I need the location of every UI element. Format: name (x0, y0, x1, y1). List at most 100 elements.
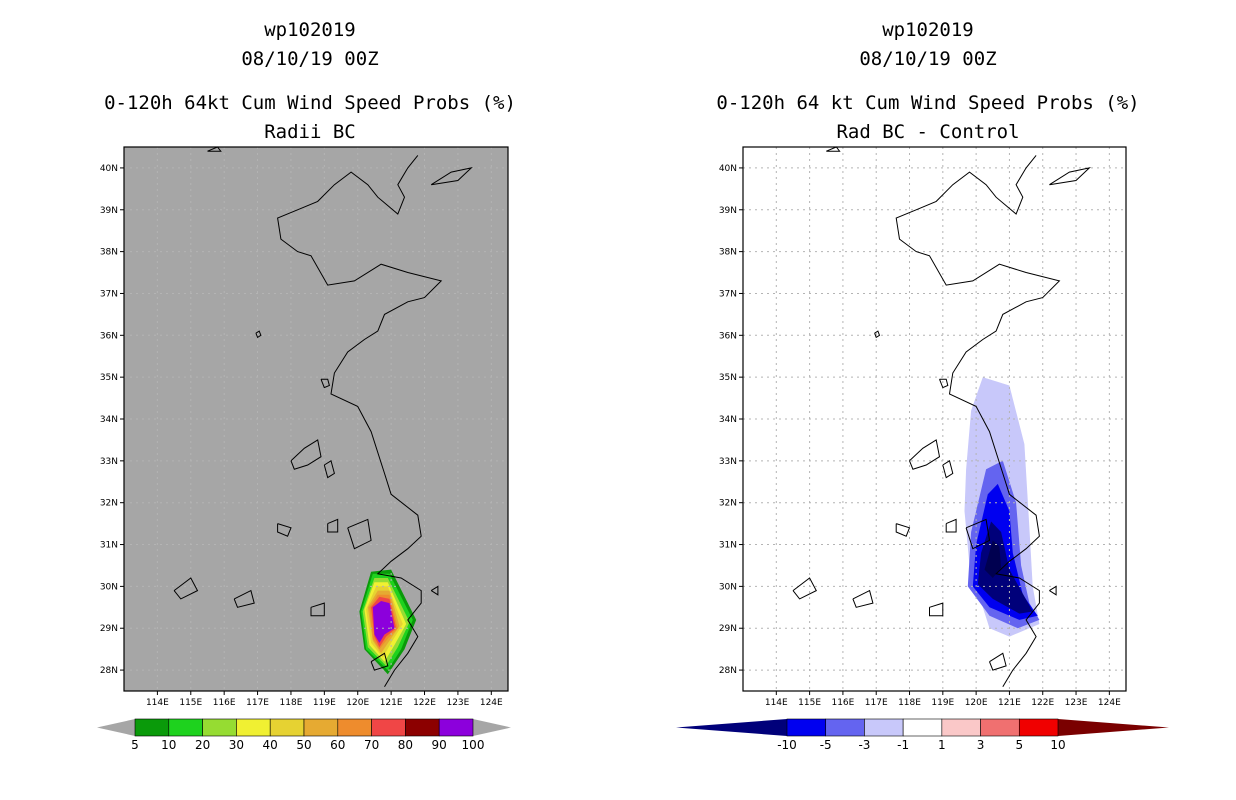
right-x-tick-label: 114E (765, 698, 788, 708)
left-island-outline (290, 439, 322, 470)
right-title-date: 08/10/19 00Z (859, 48, 997, 70)
left-x-tick-label: 122E (413, 698, 436, 708)
right-y-tick-label: 31N (719, 541, 737, 551)
left-island-outline (277, 523, 292, 537)
right-island-outline (874, 330, 881, 339)
left-island-outline (310, 602, 325, 617)
right-colorbar-label: 1 (938, 738, 946, 752)
left-x-tick-label: 118E (280, 698, 303, 708)
right-island-outline (909, 439, 941, 470)
right-x-tick-label: 120E (965, 698, 988, 708)
left-colorbar-label: 40 (263, 738, 278, 752)
right-y-tick-label: 28N (719, 666, 737, 676)
left-colorbar-label: 100 (462, 738, 485, 752)
left-x-tick-label: 123E (446, 698, 469, 708)
left-y-tick-label: 30N (100, 582, 118, 592)
right-island-outline (942, 460, 954, 479)
left-colorbar-box (202, 718, 237, 737)
right-y-tick-label: 37N (719, 289, 737, 299)
left-field-contour (372, 601, 395, 643)
left-island-outline (173, 577, 199, 600)
right-colorbar-low-arrow (676, 719, 787, 736)
right-colorbar-label: -5 (820, 738, 832, 752)
left-coastline (277, 155, 443, 688)
right-x-tick-label: 116E (831, 698, 854, 708)
left-x-tick-label: 119E (313, 698, 336, 708)
right-field-contour (977, 521, 1033, 614)
right-title-product: 0-120h 64 kt Cum Wind Speed Probs (%) (716, 92, 1140, 114)
left-x-tick-label: 117E (246, 698, 269, 708)
right-y-tick-label: 35N (719, 373, 737, 383)
left-island-outline (233, 589, 255, 608)
left-island-outline (327, 518, 339, 533)
right-x-tick-label: 117E (865, 698, 888, 708)
right-island-outline (929, 602, 944, 617)
right-island-outline (1049, 585, 1057, 596)
left-y-tick-label: 34N (100, 415, 118, 425)
left-colorbar-box (405, 718, 440, 737)
left-x-tick-label: 124E (480, 698, 503, 708)
right-y-tick-label: 36N (719, 331, 737, 341)
right-title-variant: Rad BC - Control (836, 121, 1020, 143)
left-title-product: 0-120h 64kt Cum Wind Speed Probs (%) (104, 92, 516, 114)
left-island-outline (430, 585, 439, 596)
left-island-outline (430, 167, 473, 186)
left-colorbar: 5 10 20 30 40 50 60 70 80 90 100 (97, 718, 511, 752)
left-colorbar-label: 30 (229, 738, 244, 752)
left-island-outline (207, 146, 222, 152)
left-colorbar-box (236, 718, 271, 737)
left-colorbar-low-arrow (97, 719, 135, 736)
right-island-outline (965, 518, 991, 550)
right-island-outline (792, 577, 817, 600)
right-map-panel: 114E 115E 116E 117E 118E 119E 120E 121E 122E 123E… (719, 146, 1127, 708)
left-title-storm: wp102019 (264, 19, 356, 41)
left-x-tick-label: 121E (380, 698, 403, 708)
right-y-tick-label: 30N (719, 582, 737, 592)
left-island-outline (320, 378, 330, 389)
right-colorbar: -10 -5 -3 -1 1 3 5 10 (676, 718, 1169, 752)
left-y-tick-label: 33N (100, 457, 118, 467)
left-island-outline (347, 518, 372, 550)
right-island-outline (1049, 167, 1092, 186)
left-map-panel: 114E 115E 116E 117E 118E 119E 120E 121E 122E 123E… (100, 146, 509, 708)
left-colorbar-label: 80 (398, 738, 413, 752)
right-field-contour (984, 540, 1002, 578)
left-title-date: 08/10/19 00Z (241, 48, 379, 70)
left-y-tick-label: 29N (100, 624, 118, 634)
left-colorbar-label: 10 (161, 738, 176, 752)
left-y-tick-label: 36N (100, 331, 118, 341)
right-y-tick-label: 40N (719, 164, 737, 174)
right-x-tick-label: 124E (1098, 698, 1121, 708)
left-x-tick-label: 114E (146, 698, 169, 708)
right-island-outline (826, 146, 841, 152)
left-colorbar-label: 70 (364, 738, 379, 752)
left-colorbar-label: 20 (195, 738, 210, 752)
right-colorbar-high-arrow (1058, 719, 1169, 736)
left-y-tick-label: 35N (100, 373, 118, 383)
right-colorbar-box (825, 718, 865, 737)
left-x-tick-label: 115E (179, 698, 202, 708)
right-colorbar-box (902, 718, 943, 737)
right-island-outline (895, 523, 911, 537)
left-island-outline (370, 652, 389, 671)
left-colorbar-box (168, 718, 203, 737)
left-y-tick-label: 28N (100, 666, 118, 676)
right-x-tick-label: 121E (998, 698, 1021, 708)
right-colorbar-label: -3 (858, 738, 870, 752)
right-y-tick-label: 34N (719, 415, 737, 425)
left-island-outline (323, 460, 335, 479)
right-colorbar-box (1018, 718, 1059, 737)
left-title-variant: Radii BC (264, 121, 356, 143)
right-colorbar-box (864, 718, 904, 737)
right-colorbar-box (980, 718, 1020, 737)
right-island-outline (945, 518, 957, 533)
right-title-storm: wp102019 (882, 19, 974, 41)
left-colorbar-label: 60 (330, 738, 345, 752)
left-y-tick-label: 37N (100, 289, 118, 299)
right-y-tick-label: 33N (719, 457, 737, 467)
right-x-tick-label: 122E (1031, 698, 1054, 708)
right-colorbar-label: 5 (1015, 738, 1023, 752)
right-colorbar-label: -1 (897, 738, 909, 752)
left-colorbar-box (134, 718, 170, 737)
